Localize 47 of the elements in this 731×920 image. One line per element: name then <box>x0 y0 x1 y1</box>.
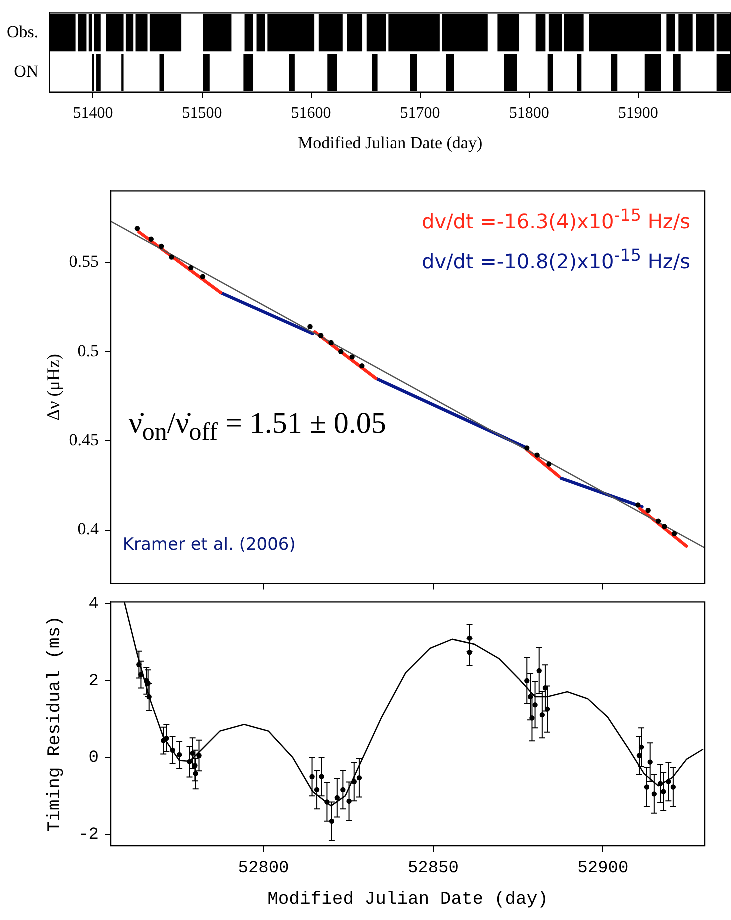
y-tick-label: 0.4 <box>78 520 100 539</box>
point <box>524 446 530 451</box>
x-tick-label: 51700 <box>400 105 440 122</box>
x-tick-label: 52900 <box>578 860 629 879</box>
y-tick-label: 0.55 <box>69 252 99 272</box>
point <box>546 462 552 467</box>
point <box>308 324 313 330</box>
point <box>636 502 641 508</box>
x-tick-label: 51500 <box>182 105 222 122</box>
y-tick-label: 0.5 <box>78 341 99 360</box>
y-axis-title: Timing Residual (ms) <box>46 616 66 832</box>
y-axis-title: Δν (μHz) <box>44 354 64 421</box>
point <box>188 265 194 271</box>
x-tick-label: 51400 <box>73 105 114 122</box>
x-axis-title: Modified Julian Date (day) <box>298 133 483 152</box>
point <box>338 349 344 354</box>
annotation: Kramer et al. (2006) <box>122 534 296 555</box>
point <box>148 236 154 242</box>
point <box>158 244 164 250</box>
y-tick-label: 4 <box>88 596 99 615</box>
x-axis-title: Modified Julian Date (day) <box>268 890 548 910</box>
point <box>328 340 334 346</box>
x-tick-label: 51900 <box>618 105 658 122</box>
text: dv/dt =-10.8(2)x10$^{-15}$ Hz/s <box>422 244 691 276</box>
y-tick-label: -2 <box>78 826 99 845</box>
point <box>656 518 662 524</box>
x-tick-label: 52850 <box>408 860 459 879</box>
point <box>534 452 540 458</box>
point <box>646 508 651 514</box>
point <box>200 274 206 280</box>
y-tick-label: 2 <box>88 672 99 692</box>
y-tick-label: ON <box>14 62 39 82</box>
point <box>134 226 140 232</box>
point <box>169 254 174 260</box>
text: dv/dt =-16.3(4)x10$^{-15}$ Hz/s <box>422 205 691 236</box>
y-tick-label: Obs. <box>6 22 39 42</box>
point <box>318 333 324 338</box>
x-tick-label: 52800 <box>238 860 290 879</box>
annotation: ν̇$_{on}$/ν̇$_{off}$ = 1.51 ± 0.05 <box>128 406 386 447</box>
y-tick-label: 0.45 <box>69 430 99 450</box>
point <box>350 354 355 360</box>
point <box>662 524 668 530</box>
x-tick-label: 51800 <box>509 105 550 122</box>
x-tick-label: 51600 <box>291 105 332 122</box>
y-tick-label: 0 <box>88 749 99 768</box>
point <box>360 363 365 369</box>
point <box>672 531 678 536</box>
